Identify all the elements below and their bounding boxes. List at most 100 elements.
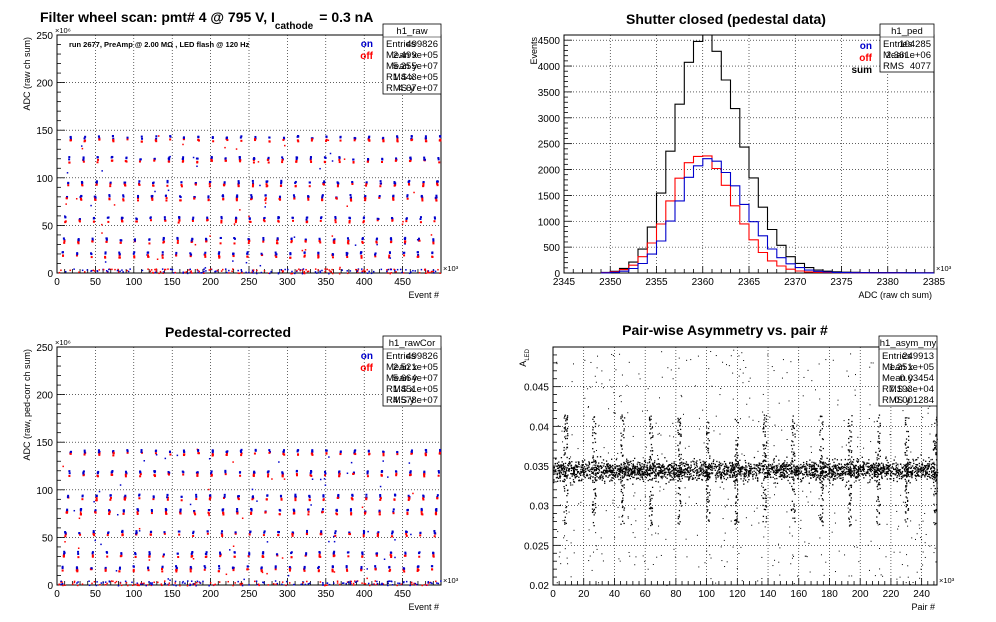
data-point [716,474,718,476]
data-point [162,555,165,558]
data-point [671,476,673,479]
data-point [123,498,126,501]
data-point [189,565,192,568]
data-point [324,472,327,475]
data-point [895,468,897,471]
data-point [833,478,836,480]
data-point [637,467,640,469]
data-point [673,479,675,481]
data-point [262,236,265,239]
data-point [733,475,735,477]
data-point [306,270,309,273]
data-point [150,584,153,587]
data-point [644,476,646,478]
data-point [437,470,440,473]
data-point [922,468,925,470]
data-point [644,471,646,474]
data-point [819,465,822,467]
data-point [413,191,415,194]
data-point [639,467,642,470]
data-point [288,582,291,584]
data-point [335,509,338,512]
data-point [347,240,350,243]
data-point [68,470,71,473]
data-point [657,481,660,483]
data-point [231,567,234,570]
data-point [743,478,745,480]
data-point [309,472,312,475]
x-tick-label: 200 [202,277,219,288]
data-point [383,558,386,561]
data-point [335,512,338,515]
data-point [200,272,202,274]
data-point [609,480,611,482]
data-point [815,479,817,481]
data-point [930,474,933,477]
data-point [684,471,686,473]
data-point [403,237,406,240]
data-point [650,466,652,468]
data-point [574,468,577,470]
data-point [260,569,263,572]
data-point [653,471,655,473]
data-point [375,240,378,243]
data-point [251,496,254,499]
data-point [237,180,240,183]
data-point [618,465,620,467]
y-tick-label: 100 [36,486,53,497]
data-point [190,580,193,582]
data-point [197,271,199,274]
data-point [755,465,757,467]
data-point [267,475,270,478]
data-point [339,266,341,269]
data-point [716,460,718,463]
data-point [642,466,645,468]
data-point [396,268,399,271]
data-point [849,461,851,464]
data-point [606,472,609,474]
data-point [301,249,304,252]
data-point [690,475,693,477]
data-point [873,468,875,470]
data-point [614,463,616,466]
data-point [711,463,713,465]
data-point [212,140,215,143]
data-point [400,583,403,585]
data-point [797,473,799,476]
data-point [152,496,155,499]
data-point [234,221,237,224]
data-point [162,271,165,273]
data-point [79,197,82,200]
data-point [762,460,765,462]
data-point [611,464,614,467]
data-point [575,465,577,467]
data-point [345,582,347,585]
data-point [436,182,439,185]
data-point [67,181,70,184]
data-point [887,466,890,468]
data-point [791,463,793,465]
data-point [276,242,279,245]
data-point [300,583,302,586]
data-point [902,476,904,478]
data-point [604,466,607,468]
data-point [382,460,384,462]
data-point [787,465,790,467]
data-point [325,135,328,138]
legend-entry: sum [851,65,872,76]
data-point [66,496,69,499]
data-point [210,156,213,159]
data-point [363,582,366,585]
data-point [268,136,271,139]
data-point [246,568,249,571]
data-point [698,474,700,477]
data-point [576,465,578,468]
data-point [681,477,683,480]
data-point [886,468,888,470]
data-point [439,135,442,138]
data-point [868,468,871,470]
data-point [912,467,915,469]
data-point [581,460,584,462]
data-point [789,482,791,484]
data-point [795,468,797,470]
